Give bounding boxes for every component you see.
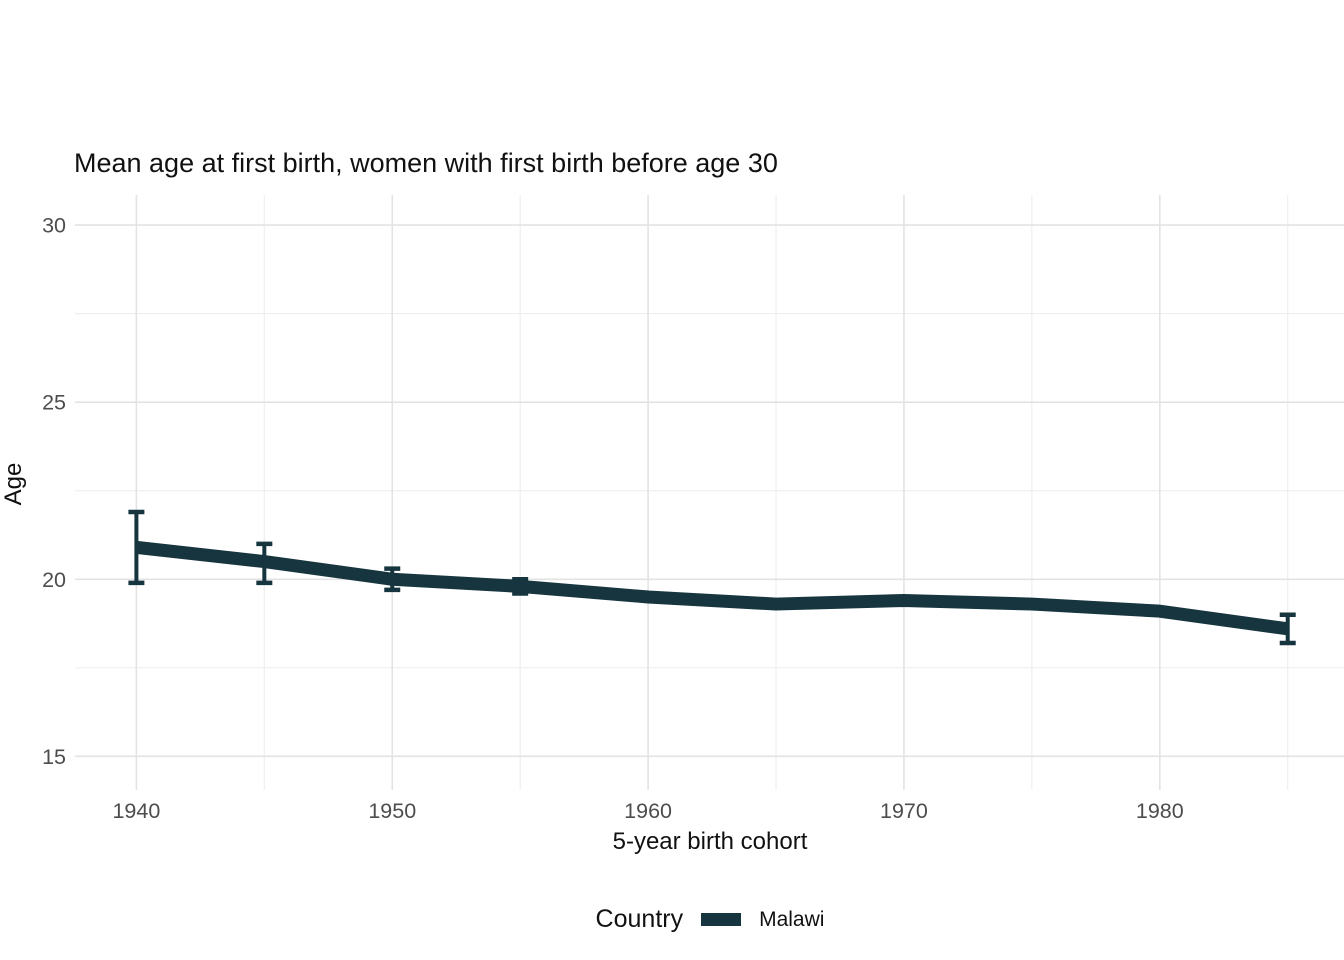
legend: Country Malawi — [0, 905, 1344, 934]
x-axis-title: 5-year birth cohort — [612, 828, 808, 855]
chart-title: Mean age at first birth, women with firs… — [74, 148, 778, 178]
x-tick-label: 1980 — [1136, 799, 1184, 823]
legend-label-malawi: Malawi — [759, 907, 825, 931]
series-line-malawi — [135, 540, 1289, 636]
y-axis-title: Age — [0, 462, 27, 506]
x-tick-label: 1950 — [368, 799, 416, 823]
legend-title: Country — [595, 905, 684, 933]
legend-key-malawi — [701, 913, 742, 926]
x-tick-label: 1960 — [624, 799, 672, 823]
x-tick-label: 1970 — [880, 799, 928, 823]
x-tick-label: 1940 — [112, 799, 160, 823]
y-tick-label: 20 — [42, 568, 66, 592]
y-tick-label: 25 — [42, 391, 66, 415]
y-tick-label: 15 — [42, 745, 66, 769]
y-tick-label: 30 — [42, 214, 66, 238]
